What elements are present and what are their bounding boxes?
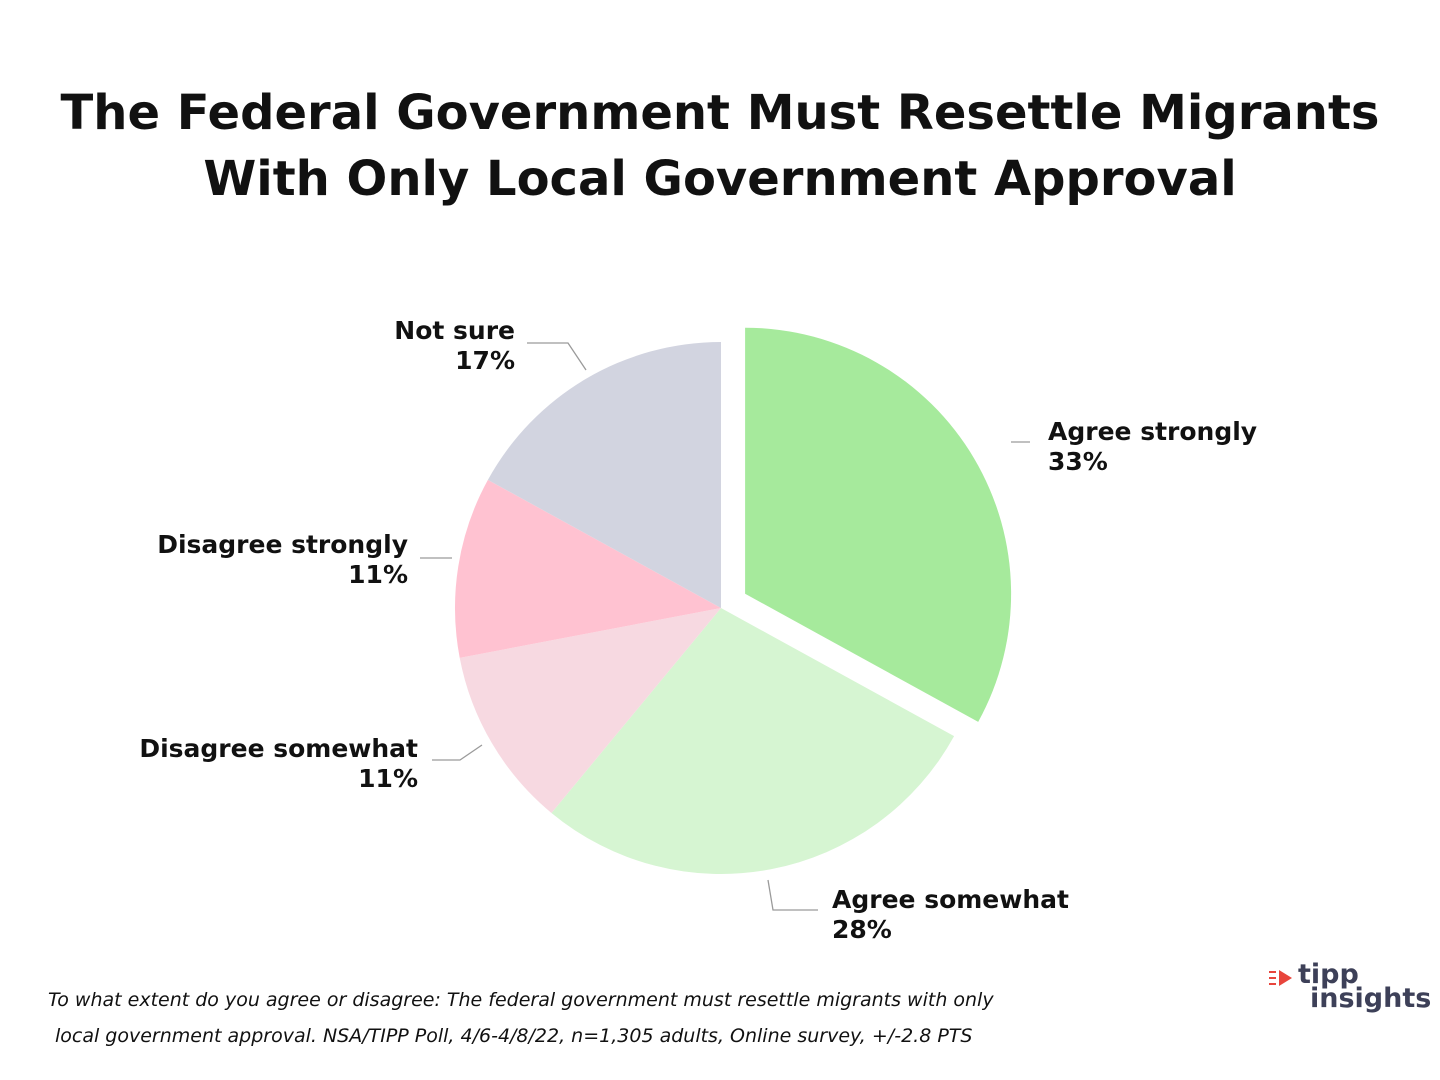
pie-slices [455,327,1012,875]
chart-title-line-1: The Federal Government Must Resettle Mig… [60,85,1380,141]
pie-leader-lines [420,342,1030,911]
logo-text-insights: insights [1310,983,1432,1014]
pie-slice-disagree-strongly [455,479,721,658]
slice-value-agree-somewhat: 28% [832,915,892,944]
slice-label-agree-strongly: Agree strongly [1048,417,1257,446]
footnote: To what extent do you agree or disagree:… [48,982,1198,1054]
slice-label-disagree-strongly: Disagree strongly [157,530,408,559]
logo-arrow-icon [1269,970,1292,986]
pie-slice-agree-somewhat [551,608,955,875]
leader-line-agree-somewhat [767,879,818,911]
slice-label-agree-somewhat: Agree somewhat [832,885,1069,914]
chart-title: The Federal Government Must Resettle Mig… [0,80,1440,212]
slice-value-not-sure: 17% [455,346,515,375]
chart-title-line-2: With Only Local Government Approval [203,151,1237,207]
leader-line-disagree-somewhat [432,744,483,761]
footnote-line-2: local government approval. NSA/TIPP Poll… [55,1025,973,1047]
pie-slice-agree-strongly [745,327,1012,722]
slice-value-agree-strongly: 33% [1048,447,1108,476]
slice-value-disagree-somewhat: 11% [358,764,418,793]
pie-slice-disagree-somewhat [459,608,721,813]
leader-line-not-sure [527,342,587,371]
footnote-line-1: To what extent do you agree or disagree:… [48,989,994,1011]
logo-text-tipp: tipp [1298,959,1359,990]
slice-label-disagree-somewhat: Disagree somewhat [139,734,418,763]
tipp-insights-logo: tipp insights [1268,959,1432,1018]
pie-slice-not-sure [487,342,721,608]
slice-value-disagree-strongly: 11% [348,560,408,589]
slice-label-not-sure: Not sure [394,316,515,345]
